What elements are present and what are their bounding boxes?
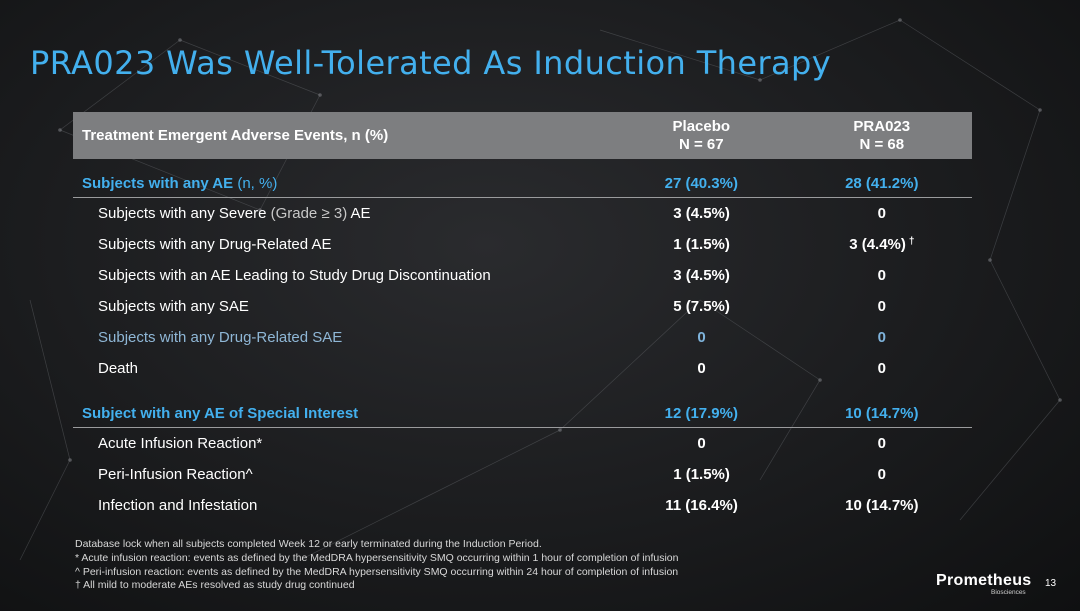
row-pra023-value: 0 bbox=[877, 466, 886, 483]
table-row: Acute Infusion Reaction* 0 0 bbox=[73, 428, 972, 459]
header-events-label: Treatment Emergent Adverse Events, n (%) bbox=[82, 127, 389, 144]
table-row: Peri-Infusion Reaction^ 1 (1.5%) 0 bbox=[73, 459, 972, 490]
table-row: Death 0 0 bbox=[73, 353, 972, 384]
table-row: Subjects with any Drug-Related AE 1 (1.5… bbox=[73, 229, 972, 260]
table-row: Subjects with any Severe (Grade ≥ 3) AE … bbox=[73, 198, 972, 229]
section-any-ae-label: Subjects with any AE (n, %) bbox=[82, 174, 278, 192]
row-label: Subjects with any SAE bbox=[98, 298, 249, 315]
header-placebo: Placebo N = 67 bbox=[611, 118, 791, 154]
row-pra023-value: 0 bbox=[877, 298, 886, 315]
row-label: Infection and Infestation bbox=[98, 497, 258, 514]
row-pra023-value: 0 bbox=[877, 435, 886, 452]
page-number: 13 bbox=[1045, 578, 1057, 589]
row-label: Subjects with any Drug-Related SAE bbox=[98, 329, 343, 346]
table-row: Infection and Infestation 11 (16.4%) 10 … bbox=[73, 490, 972, 521]
section-special-interest-pra023: 10 (14.7%) bbox=[845, 404, 919, 422]
row-label: Acute Infusion Reaction* bbox=[98, 435, 263, 452]
row-placebo-value: 0 bbox=[697, 435, 706, 452]
table-row: Subjects with any SAE 5 (7.5%) 0 bbox=[73, 291, 972, 322]
row-label: Peri-Infusion Reaction^ bbox=[98, 466, 253, 483]
header-placebo-n: N = 67 bbox=[678, 135, 724, 153]
slide-title: PRA023 Was Well-Tolerated As Induction T… bbox=[30, 44, 832, 82]
table-header: Treatment Emergent Adverse Events, n (%)… bbox=[73, 112, 972, 159]
row-pra023-value: 0 bbox=[877, 267, 886, 284]
section-any-ae-row: Subjects with any AE (n, %) 27 (40.3%) 2… bbox=[73, 169, 972, 198]
header-pra023-name: PRA023 bbox=[853, 117, 911, 135]
row-label: Death bbox=[98, 360, 139, 377]
row-placebo-value: 0 bbox=[697, 329, 706, 346]
brand-name: Prometheus bbox=[936, 572, 1032, 589]
footnote-acute-infusion: * Acute infusion reaction: events as def… bbox=[75, 551, 679, 564]
brand-subtitle: Biosciences bbox=[991, 589, 1026, 596]
footnote-peri-infusion: ^ Peri-infusion reaction: events as defi… bbox=[75, 565, 679, 578]
section-special-interest-label: Subject with any AE of Special Interest bbox=[82, 404, 359, 422]
prometheus-logo: Prometheus Biosciences bbox=[936, 572, 1032, 596]
footnote-dagger: † All mild to moderate AEs resolved as s… bbox=[75, 579, 355, 592]
row-placebo-value: 0 bbox=[697, 360, 706, 377]
section-special-interest-row: Subject with any AE of Special Interest … bbox=[73, 399, 972, 428]
row-placebo-value: 1 (1.5%) bbox=[673, 236, 730, 253]
section-any-ae-pra023: 28 (41.2%) bbox=[845, 174, 919, 192]
section-special-interest-placebo: 12 (17.9%) bbox=[664, 404, 738, 422]
row-pra023-value: 0 bbox=[877, 205, 886, 222]
row-pra023-value: 3 (4.4%) † bbox=[849, 236, 915, 253]
row-label: Subjects with any Drug-Related AE bbox=[98, 236, 332, 253]
row-placebo-value: 1 (1.5%) bbox=[673, 466, 730, 483]
row-placebo-value: 3 (4.5%) bbox=[673, 205, 730, 222]
section-any-ae-placebo: 27 (40.3%) bbox=[664, 174, 738, 192]
header-placebo-name: Placebo bbox=[672, 117, 731, 135]
row-pra023-value: 0 bbox=[877, 360, 886, 377]
header-pra023: PRA023 N = 68 bbox=[792, 118, 972, 154]
footnotes: Database lock when all subjects complete… bbox=[75, 538, 678, 593]
row-placebo-value: 11 (16.4%) bbox=[665, 497, 738, 514]
footnote-database-lock: Database lock when all subjects complete… bbox=[75, 538, 542, 550]
dagger-footnote-mark: † bbox=[908, 236, 915, 247]
row-label: Subjects with any Severe (Grade ≥ 3) AE bbox=[98, 205, 371, 222]
row-pra023-value: 10 (14.7%) bbox=[845, 497, 919, 514]
header-pra023-n: N = 68 bbox=[859, 135, 905, 153]
row-placebo-value: 5 (7.5%) bbox=[673, 298, 730, 315]
table-row: Subjects with any Drug-Related SAE 0 0 bbox=[73, 322, 972, 353]
table-row: Subjects with an AE Leading to Study Dru… bbox=[73, 260, 972, 291]
row-label: Subjects with an AE Leading to Study Dru… bbox=[98, 267, 491, 284]
row-pra023-value: 0 bbox=[877, 329, 886, 346]
row-placebo-value: 3 (4.5%) bbox=[673, 267, 730, 284]
adverse-events-table: Treatment Emergent Adverse Events, n (%)… bbox=[73, 112, 972, 521]
